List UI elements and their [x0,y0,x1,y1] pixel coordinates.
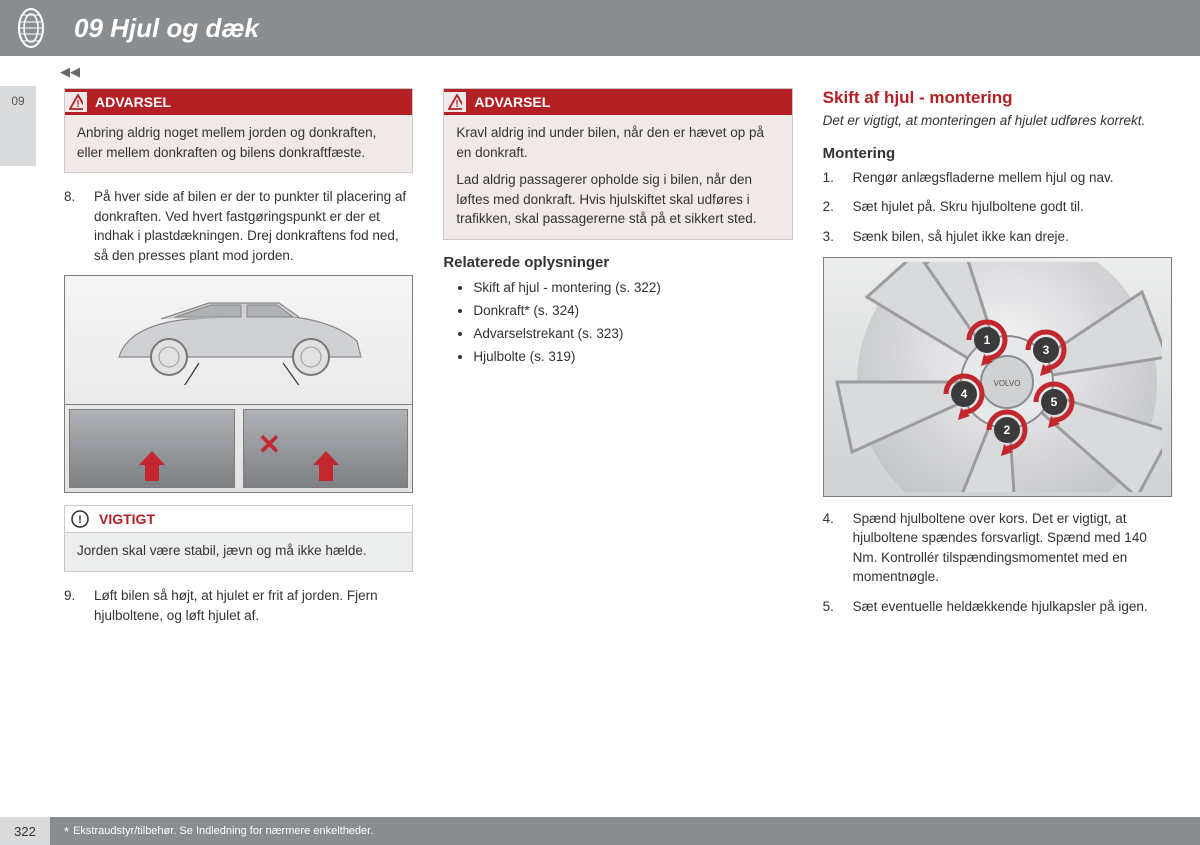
related-item[interactable]: Hjulbolte (s. 319) [473,346,792,369]
car-silhouette [65,276,412,404]
page-number: 322 [0,817,50,845]
chapter-header: 09 Hjul og dæk [0,0,1200,56]
step-text: Løft bilen så højt, at hjulet er frit af… [94,586,413,625]
important-label: VIGTIGT [99,511,155,527]
warning-p1: Kravl aldrig ind under bilen, når den er… [456,123,779,162]
warning-body: Kravl aldrig ind under bilen, når den er… [444,115,791,239]
list-item: 8. På hver side af bilen er der to punkt… [64,187,413,265]
nav-back-icon[interactable]: ◀◀ [60,64,80,80]
chapter-title: 09 Hjul og dæk [74,13,259,44]
svg-text:2: 2 [1004,423,1011,437]
related-item[interactable]: Advarselstrekant (s. 323) [473,323,792,346]
related-item[interactable]: Skift af hjul - montering (s. 322) [473,277,792,300]
column-2: ! ADVARSEL Kravl aldrig ind under bilen,… [443,88,792,635]
svg-text:1: 1 [984,333,991,347]
step-number: 5. [823,597,841,617]
x-mark-icon: ✕ [258,428,281,461]
warning-p2: Lad aldrig passagerer opholde sig i bile… [456,170,779,229]
footnote-star: * [64,824,69,839]
jack-correct-panel [69,409,235,488]
related-heading: Relaterede oplysninger [443,254,792,271]
list-item: 1. Rengør anlægsfladerne mellem hjul og … [823,168,1172,188]
step-text: Rengør anlægsfladerne mellem hjul og nav… [853,168,1114,188]
warning-header: ! ADVARSEL [444,89,791,115]
step-text: Sænk bilen, så hjulet ikke kan dreje. [853,227,1069,247]
hub-logo: VOLVO [994,379,1021,388]
warning-box: ! ADVARSEL Kravl aldrig ind under bilen,… [443,88,792,240]
step-number: 4. [823,509,841,587]
list-item: 4. Spænd hjulboltene over kors. Det er v… [823,509,1172,587]
wheel-bolt-figure: VOLVO 1 3 4 [823,257,1172,497]
column-1: ! ADVARSEL Anbring aldrig noget mellem j… [64,88,413,635]
list-item: 9. Løft bilen så højt, at hjulet er frit… [64,586,413,625]
related-item[interactable]: Donkraft* (s. 324) [473,300,792,323]
warning-label: ADVARSEL [474,94,550,110]
step-number: 2. [823,197,841,217]
step-text: På hver side af bilen er der to punkter … [94,187,413,265]
warning-box: ! ADVARSEL Anbring aldrig noget mellem j… [64,88,413,173]
side-tab: 09 [0,86,36,166]
warning-label: ADVARSEL [95,94,171,110]
page-footer: 322 * Ekstraudstyr/tilbehør. Se Indledni… [0,817,1200,845]
jack-point-figure: ✕ [64,275,413,493]
important-header: ! VIGTIGT [65,506,412,533]
step-text: Sæt eventuelle heldækkende hjulkapsler p… [853,597,1148,617]
footnote-text: Ekstraudstyr/tilbehør. Se Indledning for… [73,825,373,837]
tire-icon [0,0,62,56]
step-text: Spænd hjulboltene over kors. Det er vigt… [853,509,1172,587]
step-number: 1. [823,168,841,188]
svg-text:5: 5 [1051,395,1058,409]
step-number: 8. [64,187,82,265]
list-item: 2. Sæt hjulet på. Skru hjulboltene godt … [823,197,1172,217]
related-list: Skift af hjul - montering (s. 322) Donkr… [443,277,792,369]
warning-body: Anbring aldrig noget mellem jorden og do… [65,115,412,172]
list-item: 5. Sæt eventuelle heldækkende hjulkapsle… [823,597,1172,617]
section-title: Skift af hjul - montering [823,88,1172,108]
svg-text:3: 3 [1043,343,1050,357]
page-content: ! ADVARSEL Anbring aldrig noget mellem j… [0,56,1200,635]
jack-incorrect-panel: ✕ [243,409,409,488]
important-box: ! VIGTIGT Jorden skal være stabil, jævn … [64,505,413,572]
important-body: Jorden skal være stabil, jævn og må ikke… [65,533,412,571]
list-item: 3. Sænk bilen, så hjulet ikke kan dreje. [823,227,1172,247]
svg-text:!: ! [76,99,79,110]
step-number: 3. [823,227,841,247]
important-icon: ! [69,509,91,529]
svg-text:!: ! [456,99,459,110]
svg-text:!: ! [78,514,82,526]
step-number: 9. [64,586,82,625]
warning-header: ! ADVARSEL [65,89,412,115]
mounting-heading: Montering [823,145,1172,162]
warning-triangle-icon: ! [444,92,466,112]
warning-triangle-icon: ! [65,92,87,112]
column-3: Skift af hjul - montering Det er vigtigt… [823,88,1172,635]
svg-text:4: 4 [961,387,968,401]
section-subtitle: Det er vigtigt, at monteringen af hjulet… [823,112,1172,131]
step-text: Sæt hjulet på. Skru hjulboltene godt til… [853,197,1084,217]
